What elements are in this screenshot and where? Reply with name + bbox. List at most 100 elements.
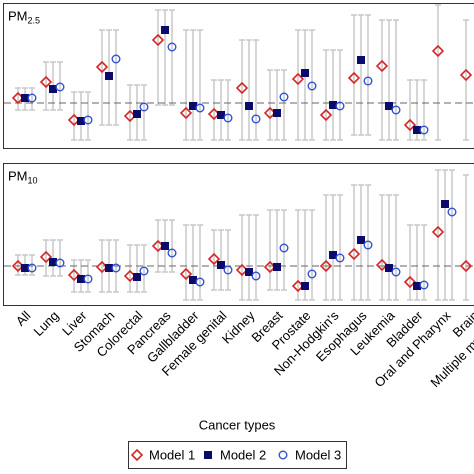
point [21, 94, 29, 102]
point [179, 106, 193, 120]
point [223, 113, 233, 123]
point [459, 68, 473, 82]
point [403, 275, 417, 289]
point [329, 251, 337, 259]
point [95, 60, 109, 74]
point [217, 111, 225, 119]
point [195, 103, 205, 113]
point [161, 242, 169, 250]
point [179, 267, 193, 281]
point [189, 276, 197, 284]
point [273, 109, 281, 117]
point [413, 126, 421, 134]
legend-box [128, 441, 347, 469]
point [307, 269, 317, 279]
point [39, 250, 53, 264]
point [27, 93, 37, 103]
legend-label: Model 2 [220, 447, 266, 462]
point [335, 253, 345, 263]
point [375, 258, 389, 272]
point [441, 200, 449, 208]
legend-marker [204, 451, 212, 459]
point [357, 56, 365, 64]
panel-title-subscript: 10 [28, 175, 38, 185]
point [245, 102, 253, 110]
point [391, 267, 401, 277]
point [77, 117, 85, 125]
point [431, 225, 445, 239]
legend-marker [130, 448, 144, 462]
point [431, 44, 445, 58]
point [385, 264, 393, 272]
point [105, 264, 113, 272]
point [167, 248, 177, 258]
point [301, 282, 309, 290]
panel-title: PM [8, 8, 28, 23]
point [139, 266, 149, 276]
point [21, 264, 29, 272]
legend-marker [278, 450, 288, 460]
point [335, 101, 345, 111]
point [413, 282, 421, 290]
point [111, 54, 121, 64]
point [307, 81, 317, 91]
point [195, 277, 205, 287]
x-tick-label: Lung [30, 308, 61, 339]
point [385, 102, 393, 110]
point [447, 207, 457, 217]
point [49, 85, 57, 93]
point [245, 268, 253, 276]
point [105, 72, 113, 80]
point [67, 268, 81, 282]
point [279, 243, 289, 253]
point [403, 118, 417, 132]
point [189, 102, 197, 110]
point [279, 92, 289, 102]
point [217, 261, 225, 269]
point [55, 82, 65, 92]
point [357, 236, 365, 244]
point [319, 259, 333, 273]
point [111, 263, 121, 273]
point [27, 263, 37, 273]
point [133, 110, 141, 118]
point [49, 258, 57, 266]
point [77, 275, 85, 283]
panel-title-subscript: 2.5 [28, 15, 41, 25]
point [347, 71, 361, 85]
point [251, 271, 261, 281]
point [83, 274, 93, 284]
legend-label: Model 1 [149, 447, 195, 462]
point [329, 101, 337, 109]
x-axis-label: Cancer types [199, 417, 276, 432]
panel-frame [3, 163, 474, 306]
point [235, 81, 249, 95]
point [319, 108, 333, 122]
point [363, 76, 373, 86]
legend-label: Model 3 [295, 447, 341, 462]
point [419, 280, 429, 290]
point [83, 115, 93, 125]
x-tick-label: All [13, 308, 34, 329]
point [207, 252, 221, 266]
point [55, 258, 65, 268]
point [151, 33, 165, 47]
point [133, 273, 141, 281]
point [301, 69, 309, 77]
point [419, 125, 429, 135]
point [223, 265, 233, 275]
x-tick-label: Kidney [219, 308, 258, 347]
point [251, 114, 261, 124]
point [167, 42, 177, 52]
point [39, 75, 53, 89]
point [139, 102, 149, 112]
panel-title: PM [8, 168, 28, 183]
panel-frame [3, 3, 474, 149]
point [291, 72, 305, 86]
point [363, 240, 373, 250]
point [375, 59, 389, 73]
point [459, 259, 473, 273]
point [391, 105, 401, 115]
point [347, 247, 361, 261]
point [161, 26, 169, 34]
